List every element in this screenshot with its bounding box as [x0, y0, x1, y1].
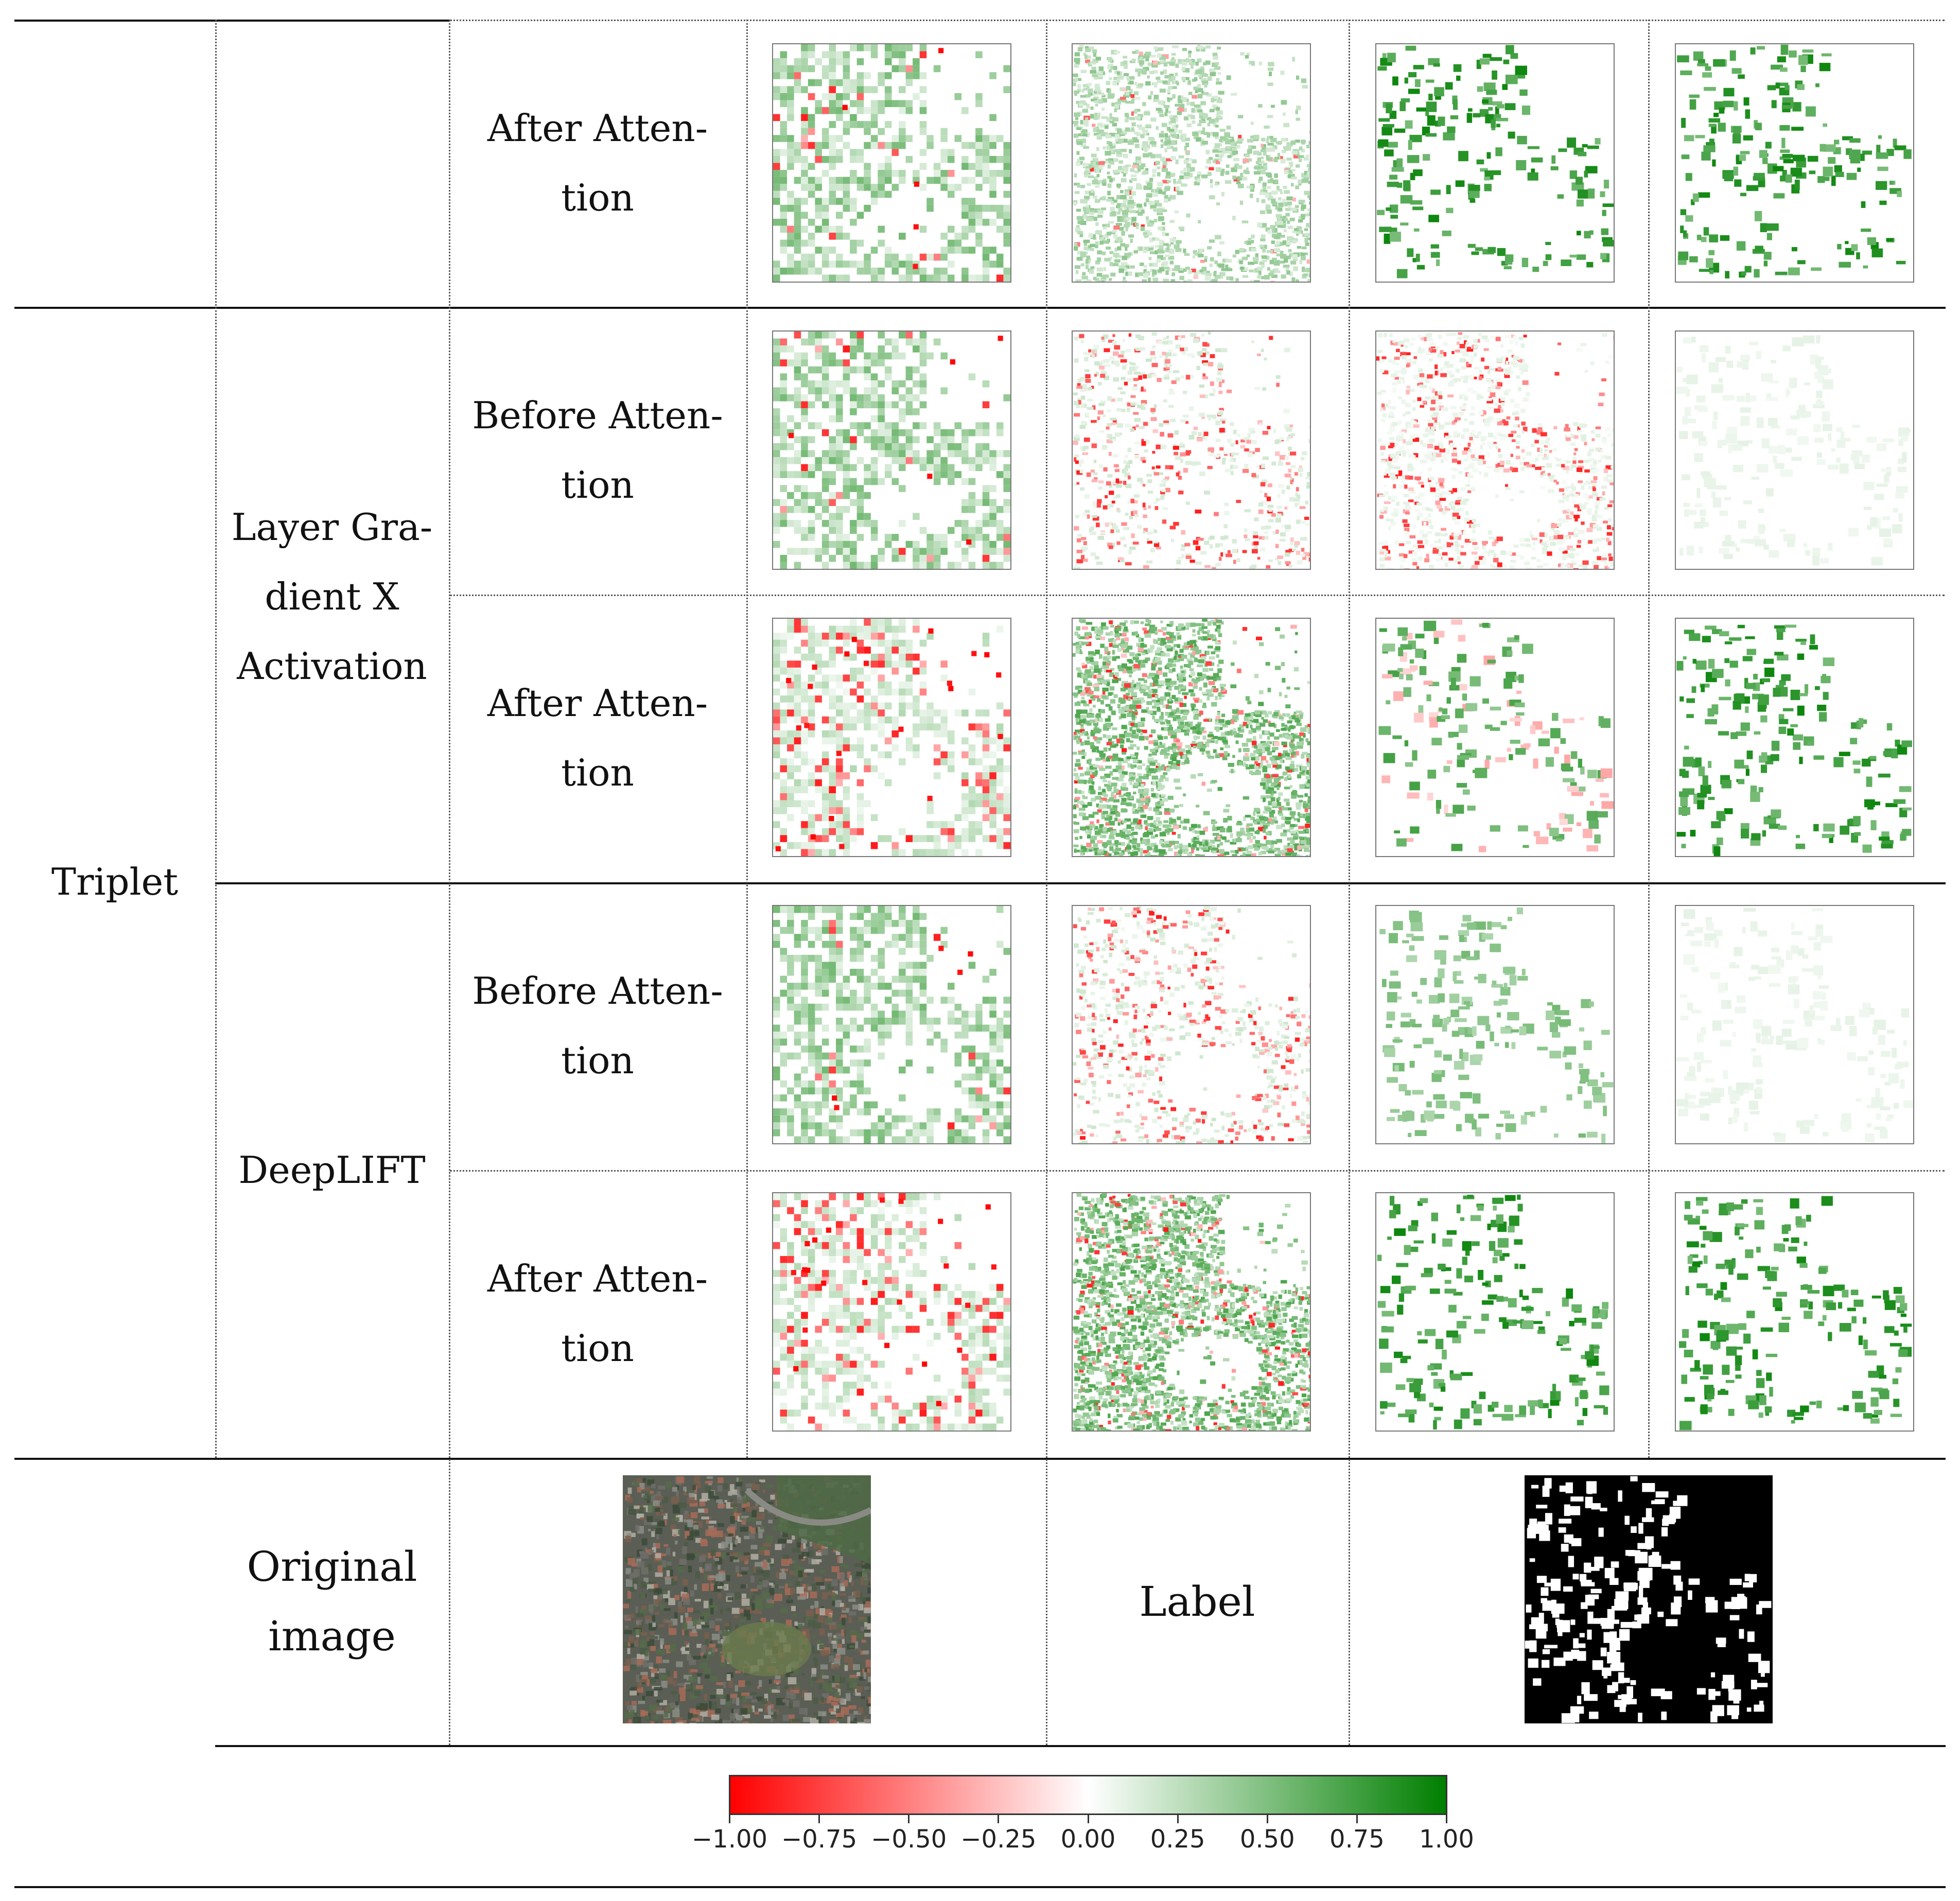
- heatmap-r3-c1: [1072, 905, 1311, 1144]
- vrule-4: [1046, 20, 1047, 1745]
- group-label-triplet: Triplet: [14, 847, 215, 917]
- heatmap-r2-c1: [1072, 618, 1311, 857]
- heatmap-r4-c1: [1072, 1192, 1311, 1432]
- colorbar-tick-label: −0.25: [960, 1825, 1037, 1854]
- stage-label-line: tion: [561, 1039, 634, 1082]
- colorbar-tick-label: 0.75: [1329, 1825, 1385, 1854]
- colorbar-tick-label: −0.75: [781, 1825, 857, 1854]
- group-label-text: Triplet: [51, 860, 179, 903]
- stage-label-before-lgxa: Before Atten- tion: [449, 381, 746, 520]
- stage-label-after-top: After Atten- tion: [449, 94, 746, 233]
- rule-original-end: [215, 1745, 1946, 1747]
- rule-deeplift-mid: [450, 1170, 1945, 1172]
- rule-top: [14, 20, 450, 22]
- original-label-line: image: [268, 1612, 396, 1660]
- original-satellite-image: [623, 1475, 871, 1723]
- heatmap-r2-c3: [1675, 618, 1914, 857]
- vrule-5: [1349, 20, 1350, 1745]
- colorbar-tick: [908, 1815, 910, 1823]
- heatmap-r4-c3: [1675, 1192, 1914, 1432]
- method-label-line: Activation: [237, 644, 427, 688]
- colorbar-tick: [997, 1815, 1000, 1823]
- colorbar-tick: [1446, 1815, 1447, 1823]
- stage-label-line: Before Atten-: [472, 969, 723, 1013]
- heatmap-r2-c2: [1375, 618, 1615, 857]
- heatmap-r0-c1: [1072, 43, 1311, 283]
- method-label-line: dient X: [265, 575, 399, 618]
- stage-label-line: Before Atten-: [472, 394, 723, 437]
- method-label-deeplift: DeepLIFT: [215, 1136, 449, 1205]
- stage-label-after-lgxa: After Atten- tion: [449, 669, 746, 808]
- stage-label-line: tion: [561, 1327, 634, 1370]
- heatmap-r1-c3: [1675, 330, 1914, 570]
- label-column-label: Label: [1046, 1567, 1349, 1636]
- method-label-line: DeepLIFT: [238, 1148, 426, 1192]
- heatmap-r1-c1: [1072, 330, 1311, 570]
- method-label-lgxa: Layer Gra- dient X Activation: [215, 493, 449, 701]
- heatmap-r0-c2: [1375, 43, 1615, 283]
- original-image-label: Original image: [215, 1532, 449, 1671]
- heatmap-r0-c0: [772, 43, 1011, 283]
- stage-label-after-deeplift: After Atten- tion: [449, 1244, 746, 1383]
- rule-method-split: [215, 882, 1946, 884]
- colorbar: [729, 1775, 1447, 1815]
- colorbar-tick: [729, 1815, 730, 1823]
- stage-label-line: tion: [561, 176, 634, 219]
- heatmap-r3-c3: [1675, 905, 1914, 1144]
- stage-label-before-deeplift: Before Atten- tion: [449, 956, 746, 1095]
- heatmap-r3-c0: [772, 905, 1011, 1144]
- rule-top-dotted: [450, 20, 1945, 21]
- colorbar-tick-label: −1.00: [691, 1825, 768, 1854]
- stage-label-line: tion: [561, 463, 634, 507]
- stage-label-line: After Atten-: [487, 1257, 708, 1300]
- colorbar-tick: [1356, 1815, 1358, 1823]
- stage-label-line: After Atten-: [487, 682, 708, 725]
- colorbar-tick: [818, 1815, 820, 1823]
- heatmap-r4-c2: [1375, 1192, 1615, 1432]
- label-mask-image: [1525, 1475, 1773, 1723]
- heatmap-r1-c0: [772, 330, 1011, 570]
- rule-triplet-start: [14, 307, 1946, 309]
- stage-label-line: tion: [561, 751, 634, 794]
- stage-label-line: After Atten-: [487, 107, 708, 150]
- vrule-1: [215, 20, 217, 1458]
- heatmap-r3-c2: [1375, 905, 1615, 1144]
- colorbar-tick-label: 1.00: [1419, 1825, 1474, 1854]
- heatmap-r2-c0: [772, 618, 1011, 857]
- rule-bottom: [14, 1886, 1946, 1888]
- colorbar-tick-label: 0.00: [1060, 1825, 1116, 1854]
- rule-triplet-end: [14, 1458, 1946, 1460]
- colorbar-tick-label: 0.25: [1150, 1825, 1205, 1854]
- heatmap-r4-c0: [772, 1192, 1011, 1432]
- rule-lgxa-mid: [450, 595, 1945, 596]
- colorbar-tick-label: −0.50: [871, 1825, 947, 1854]
- vrule-3: [746, 20, 748, 1458]
- heatmap-r0-c3: [1675, 43, 1914, 283]
- colorbar-tick-label: 0.50: [1239, 1825, 1295, 1854]
- method-label-line: Layer Gra-: [231, 505, 433, 549]
- vrule-6: [1648, 20, 1650, 1458]
- label-text: Label: [1139, 1578, 1255, 1626]
- colorbar-tick: [1177, 1815, 1179, 1823]
- heatmap-r1-c2: [1375, 330, 1615, 570]
- vrule-2: [449, 20, 450, 1745]
- colorbar-tick: [1087, 1815, 1089, 1823]
- colorbar-tick: [1266, 1815, 1268, 1823]
- original-label-line: Original: [247, 1543, 417, 1591]
